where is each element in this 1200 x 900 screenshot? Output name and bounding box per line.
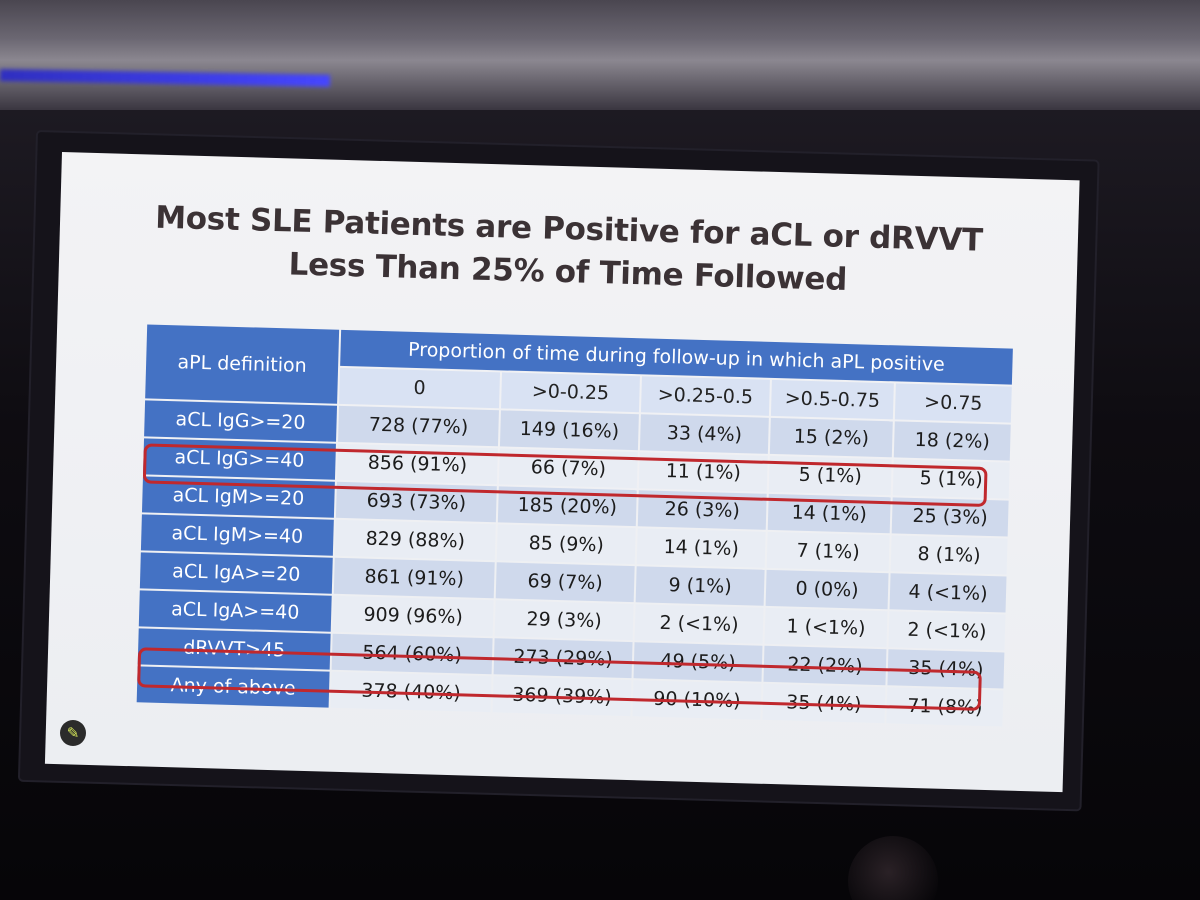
pen-icon[interactable]: ✎: [60, 720, 86, 746]
table-cell: 49 (5%): [633, 642, 763, 682]
table-cell: 14 (1%): [636, 528, 766, 568]
table-cell: 9 (1%): [635, 566, 765, 606]
row-label: Any of above: [136, 666, 330, 708]
table-cell: 149 (16%): [499, 410, 639, 451]
apl-table: aPL definition Proportion of time during…: [135, 322, 1015, 728]
table-cell: 33 (4%): [639, 414, 769, 454]
presentation-slide: Most SLE Patients are Positive for aCL o…: [44, 152, 1080, 793]
audience-head-silhouette: [848, 836, 938, 900]
table-cell: 26 (3%): [637, 490, 767, 530]
row-label: aCL IgG>=40: [143, 438, 336, 480]
table-cell: 35 (4%): [887, 649, 1005, 689]
table-cell: 564 (60%): [331, 633, 493, 675]
bin-header: >0.5-0.75: [770, 379, 894, 420]
table-cell: 25 (3%): [891, 497, 1009, 537]
bin-header: >0-0.25: [501, 372, 640, 413]
bin-header: >0.75: [894, 383, 1012, 423]
table-cell: 69 (7%): [495, 562, 635, 603]
table-cell: 185 (20%): [497, 486, 637, 527]
table-cell: 909 (96%): [332, 595, 494, 637]
table-cell: 5 (1%): [768, 455, 892, 496]
table-cell: 35 (4%): [762, 683, 886, 724]
table-cell: 85 (9%): [496, 524, 636, 565]
table-cell: 0 (0%): [765, 569, 889, 610]
row-label: dRVVT>45: [137, 628, 331, 670]
table-cell: 14 (1%): [767, 493, 891, 534]
table-cell: 856 (91%): [336, 443, 498, 485]
row-label: aCL IgA>=40: [138, 590, 332, 632]
table-cell: 378 (40%): [330, 671, 492, 713]
table-cell: 728 (77%): [338, 405, 499, 447]
table-cell: 8 (1%): [890, 535, 1008, 575]
table-cell: 273 (29%): [493, 638, 633, 679]
row-label: aCL IgM>=20: [141, 476, 335, 518]
row-label: aCL IgG>=20: [144, 400, 338, 442]
table-cell: 861 (91%): [333, 557, 495, 599]
table-cell: 71 (8%): [886, 687, 1004, 727]
table-cell: 2 (<1%): [634, 604, 764, 644]
table-cell: 369 (39%): [492, 676, 632, 717]
slide-title: Most SLE Patients are Positive for aCL o…: [58, 194, 1078, 308]
row-label: aCL IgA>=20: [139, 552, 333, 594]
bin-header: 0: [339, 367, 501, 409]
bin-header: >0.25-0.5: [640, 376, 770, 416]
table-cell: 18 (2%): [893, 421, 1011, 461]
row-label: aCL IgM>=40: [140, 514, 334, 556]
table-cell: 693 (73%): [335, 481, 497, 523]
table-cell: 4 (<1%): [889, 573, 1007, 613]
table-cell: 7 (1%): [766, 531, 890, 572]
table-cell: 1 (<1%): [764, 607, 888, 648]
table-cell: 5 (1%): [892, 459, 1010, 499]
ceiling: [0, 0, 1200, 110]
row-header: aPL definition: [145, 324, 340, 404]
table-cell: 22 (2%): [763, 645, 887, 686]
table-cell: 11 (1%): [638, 452, 768, 492]
table-cell: 2 (<1%): [888, 611, 1006, 651]
table-cell: 15 (2%): [769, 417, 893, 458]
table-cell: 829 (88%): [334, 519, 496, 561]
table-cell: 66 (7%): [498, 448, 638, 489]
table-cell: 29 (3%): [494, 600, 634, 641]
table-cell: 90 (10%): [632, 680, 762, 720]
